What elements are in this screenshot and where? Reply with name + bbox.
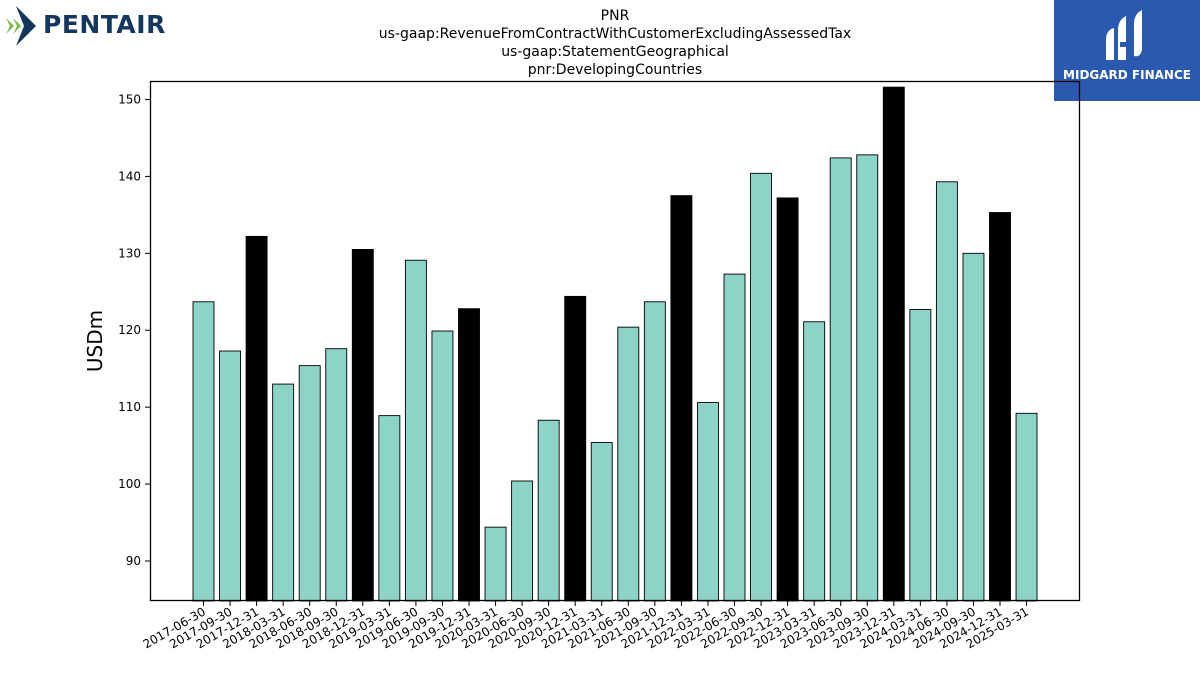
y-tick-label: 110 (118, 400, 141, 414)
pentair-mark-icon (6, 6, 36, 46)
bar-2022-06-30 (723, 273, 746, 602)
y-tick-label: 90 (126, 554, 141, 568)
midgard-logo-text: MIDGARD FINANCE (1063, 68, 1191, 82)
y-tick-label: 100 (118, 477, 141, 491)
y-axis: 90 100 110 120 130 140 150 (118, 92, 150, 568)
bar-2021-12-31 (670, 195, 693, 602)
bar-series (192, 86, 1038, 602)
chart-title: PNR us-gaap:RevenueFromContractWithCusto… (300, 7, 930, 79)
bar-2020-06-30 (511, 480, 534, 602)
bar-2018-12-31 (351, 249, 374, 602)
title-line-ticker: PNR (600, 8, 630, 24)
bar-2023-09-30 (856, 154, 879, 602)
midgard-mark-icon (1106, 10, 1142, 60)
plot-frame (149, 80, 1081, 602)
bar-2023-03-31 (803, 321, 826, 602)
bar-2024-09-30 (962, 252, 985, 602)
y-tick-label: 140 (118, 169, 141, 183)
bar-2017-12-31 (245, 235, 268, 602)
bar-2019-03-31 (378, 415, 401, 602)
bar-2021-03-31 (590, 442, 613, 602)
pentair-logo: PENTAIR (2, 4, 172, 48)
bar-2019-12-31 (458, 308, 480, 602)
bar-2022-03-31 (697, 402, 719, 602)
x-axis: 2017-06-302017-09-302017-12-312018-03-31… (141, 601, 1031, 651)
bar-2022-09-30 (750, 172, 772, 602)
bar-2024-12-31 (989, 212, 1011, 602)
pentair-logo-text: PENTAIR (43, 10, 166, 39)
bar-2018-06-30 (298, 365, 321, 602)
y-tick-label: 120 (118, 323, 141, 337)
title-line-member: pnr:DevelopingCountries (527, 62, 703, 78)
y-tick-label: 150 (118, 92, 141, 106)
bar-2018-03-31 (272, 383, 295, 602)
bar-2019-09-30 (431, 330, 454, 602)
bar-2021-06-30 (617, 326, 640, 602)
y-axis-label: USDm (83, 310, 107, 372)
bar-2019-06-30 (404, 259, 427, 602)
bar-2024-06-30 (935, 181, 958, 602)
bar-2021-09-30 (643, 301, 666, 602)
title-line-axis: us-gaap:StatementGeographical (501, 44, 729, 60)
bar-2023-12-31 (882, 86, 905, 602)
bar-2017-06-30 (192, 301, 215, 602)
y-tick-label: 130 (118, 246, 141, 260)
bar-2017-09-30 (219, 350, 242, 602)
bar-2025-03-31 (1015, 412, 1038, 602)
bar-2020-03-31 (484, 526, 507, 602)
bar-2020-09-30 (537, 419, 560, 602)
bar-2022-12-31 (776, 197, 799, 602)
bar-2018-09-30 (325, 348, 348, 602)
bar-2024-03-31 (909, 309, 932, 602)
title-line-concept: us-gaap:RevenueFromContractWithCustomerE… (378, 26, 852, 42)
midgard-finance-logo: MIDGARD FINANCE (1054, 0, 1200, 101)
bar-2023-06-30 (829, 157, 852, 602)
bar-2020-12-31 (564, 295, 587, 602)
